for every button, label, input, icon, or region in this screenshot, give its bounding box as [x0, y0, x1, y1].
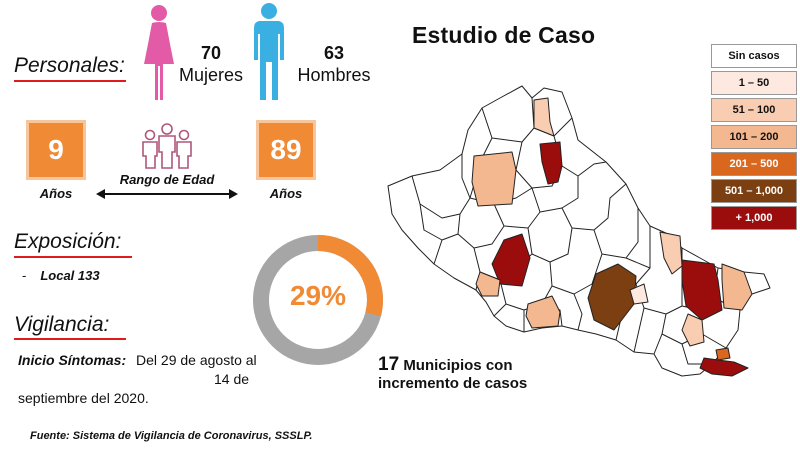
municipios-count: 17: [378, 354, 400, 375]
female-label: Mujeres: [178, 65, 244, 85]
legend-item-201-500: 201 – 500: [711, 152, 797, 176]
exposure-item: - Local 133: [22, 268, 100, 283]
municipality-range-1-50: [629, 283, 649, 305]
municipality-range-101-200-a: [471, 151, 517, 207]
municipios-summary: 17 Municipios con incremento de casos: [378, 354, 558, 393]
municipality-range-101-200-c: [525, 295, 561, 329]
male-label: Hombres: [297, 65, 371, 85]
people-group-icon: [142, 123, 192, 169]
age-max-box: 89: [256, 120, 316, 180]
municipality-range-201-500: [715, 347, 731, 361]
double-arrow-icon: [96, 189, 238, 199]
symptoms-line2: 14 de: [214, 371, 250, 387]
age-range-label: Rango de Edad: [119, 172, 215, 187]
exposicion-underline: [14, 256, 132, 258]
symptoms-line3: septiembre del 2020.: [18, 390, 149, 406]
percentage-donut: [253, 235, 383, 365]
legend-item-51-100: 51 – 100: [711, 98, 797, 122]
source-note: Fuente: Sistema de Vigilancia de Coronav…: [30, 430, 313, 442]
symptoms-line1: Del 29 de agosto al: [136, 352, 257, 368]
age-min-unit: Años: [39, 186, 73, 201]
legend-item-101-200: 101 – 200: [711, 125, 797, 149]
vigilancia-title: Vigilancia:: [14, 313, 110, 336]
vigilancia-underline: [14, 338, 126, 340]
municipality-range-101-200-b: [475, 271, 501, 297]
municipality-range-51-100-b: [659, 231, 683, 275]
legend-item-1-50: 1 – 50: [711, 71, 797, 95]
donut-percent-label: 29%: [289, 280, 347, 311]
municipality-range-51-100-a: [533, 97, 555, 137]
male-count: 63: [323, 43, 345, 63]
map-legend: Sin casos 1 – 50 51 – 100 101 – 200 201 …: [711, 44, 797, 233]
municipality-range-501-1000: [587, 263, 637, 331]
symptoms-label: Inicio Síntomas:: [18, 352, 127, 368]
legend-item-501-1000: 501 – 1,000: [711, 179, 797, 203]
symptoms-text: Inicio Síntomas: Del 29 de agosto al: [18, 351, 288, 370]
municipios-line1: Municipios con: [403, 357, 513, 374]
municipality-range-1000-plus-b: [491, 233, 531, 287]
municipality-range-51-100-c: [681, 313, 705, 347]
legend-item-1000-plus: + 1,000: [711, 206, 797, 230]
age-min-box: 9: [26, 120, 86, 180]
municipality-range-1000-plus-c: [681, 259, 723, 321]
female-count: 70: [200, 43, 222, 63]
map-title: Estudio de Caso: [412, 22, 596, 48]
age-max-unit: Años: [269, 186, 303, 201]
municipality-map: [387, 85, 771, 377]
personales-underline: [14, 80, 126, 82]
municipality-range-1000-plus-d: [699, 357, 749, 377]
municipality-range-101-200-d: [721, 263, 753, 311]
exposicion-title: Exposición:: [14, 230, 122, 253]
male-figure-icon: [254, 3, 284, 100]
donut-fill: [253, 235, 383, 365]
female-figure-icon: [144, 5, 174, 100]
municipios-line2: incremento de casos: [378, 375, 528, 392]
legend-item-sin-casos: Sin casos: [711, 44, 797, 68]
personales-title: Personales:: [14, 54, 125, 77]
municipality-range-1000-plus-a: [539, 141, 563, 185]
